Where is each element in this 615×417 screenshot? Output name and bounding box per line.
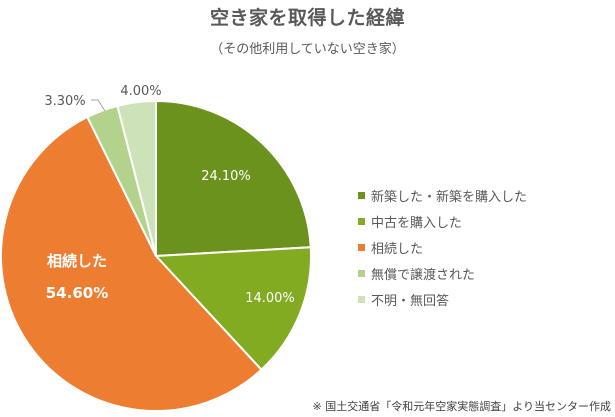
slice-label-inherited-value: 54.60% — [46, 284, 108, 302]
slice-label-used-purchase: 14.00% — [245, 291, 295, 306]
legend-swatch — [358, 243, 365, 251]
legend-swatch — [358, 217, 365, 225]
pie-slices — [0, 99, 312, 412]
chart-title: 空き家を取得した経緯 — [209, 7, 405, 29]
pie-slice — [116, 99, 157, 257]
legend-swatch — [358, 295, 365, 303]
chart-subtitle: （その他利用していない空き家） — [210, 42, 405, 57]
leader-line-3-30 — [91, 99, 106, 112]
legend-item: 不明・無回答 — [358, 286, 527, 312]
slice-label-new-built: 24.10% — [201, 169, 251, 184]
legend-swatch — [358, 191, 365, 199]
legend-label: 相続した — [371, 241, 424, 257]
pie-slice — [0, 115, 263, 412]
legend-item: 無償で譲渡された — [358, 260, 527, 286]
legend-label: 中古を購入した — [371, 215, 463, 231]
slice-label-inherited-name: 相続した — [47, 252, 107, 270]
slice-label-unknown: 4.00% — [120, 84, 161, 99]
legend-swatch — [358, 269, 365, 277]
legend-label: 不明・無回答 — [371, 293, 450, 309]
slice-label-free-transfer: 3.30% — [44, 94, 85, 109]
legend-item: 新築した・新築を購入した — [358, 182, 527, 208]
legend-item: 相続した — [358, 234, 527, 260]
legend-label: 無償で譲渡された — [371, 267, 476, 283]
chart-legend: 新築した・新築を購入した 中古を購入した 相続した 無償で譲渡された 不明・無回… — [358, 182, 527, 312]
legend-item: 中古を購入した — [358, 208, 527, 234]
legend-label: 新築した・新築を購入した — [371, 189, 528, 205]
source-note: ※ 国土交通省「令和元年空家実態調査」より当センター作成 — [312, 400, 612, 413]
pie-slice — [153, 246, 312, 372]
pie-slice — [155, 99, 312, 258]
